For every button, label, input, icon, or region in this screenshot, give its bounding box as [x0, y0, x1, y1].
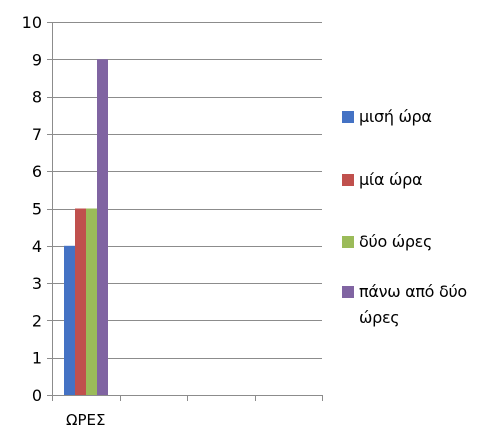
- y-tick-label: 4: [32, 237, 42, 256]
- bars: [64, 59, 108, 396]
- y-tick-label: 0: [32, 386, 42, 405]
- y-tick-label: 7: [32, 125, 42, 144]
- x-tick-labels: ΩΡΕΣ: [66, 411, 105, 429]
- legend-swatch: [342, 174, 354, 186]
- bar: [97, 59, 108, 396]
- legend-swatch: [342, 286, 354, 298]
- legend-item-half-hour: μισή ώρα: [342, 104, 492, 130]
- bar: [86, 208, 97, 395]
- y-tick-label: 2: [32, 311, 42, 330]
- legend-label: μισή ώρα: [359, 107, 432, 126]
- y-tick-label: 10: [22, 13, 42, 32]
- legend-item-one-hour: μία ώρα: [342, 167, 492, 193]
- legend-item-over-two-hours: πάνω από δύο ώρες: [342, 279, 492, 331]
- legend: μισή ώρα μία ώρα δύο ώρες πάνω από δύο ώ…: [342, 104, 492, 331]
- y-tick-label: 8: [32, 88, 42, 107]
- legend-swatch: [342, 111, 354, 123]
- legend-swatch: [342, 236, 354, 248]
- legend-label: πάνω από δύο ώρες: [359, 282, 467, 327]
- x-tick-label: ΩΡΕΣ: [66, 411, 105, 429]
- y-tick-label: 1: [32, 349, 42, 368]
- y-tick-label: 3: [32, 274, 42, 293]
- bar: [75, 208, 86, 395]
- bar: [64, 245, 75, 395]
- legend-label: δύο ώρες: [359, 232, 433, 251]
- legend-label: μία ώρα: [359, 170, 423, 189]
- y-tick-label: 9: [32, 50, 42, 69]
- axes: [47, 22, 323, 401]
- y-tick-labels: 0 1 2 3 4 5 6 7 8 9 10: [22, 13, 42, 405]
- y-tick-label: 6: [32, 162, 42, 181]
- legend-item-two-hours: δύο ώρες: [342, 229, 492, 255]
- y-tick-label: 5: [32, 200, 42, 219]
